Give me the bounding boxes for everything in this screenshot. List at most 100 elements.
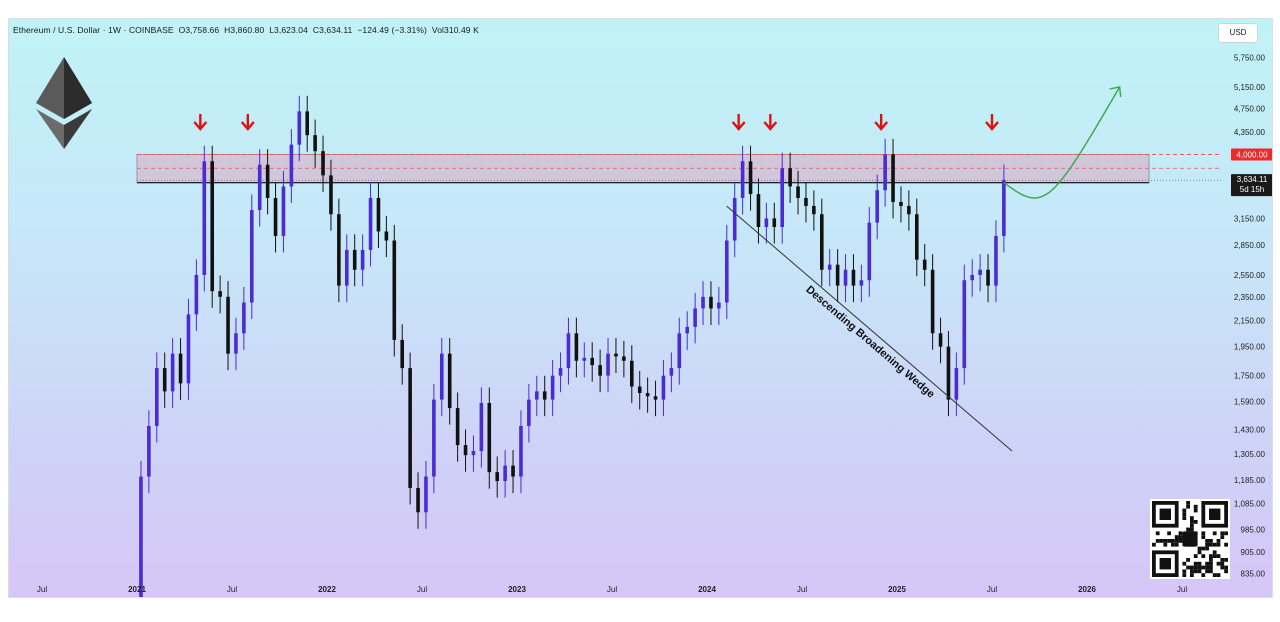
candle-body bbox=[930, 269, 935, 334]
candle-body bbox=[986, 269, 990, 286]
qr-module bbox=[1209, 554, 1213, 558]
qr-module bbox=[1205, 565, 1209, 570]
low-value: L3,623.04 bbox=[269, 25, 308, 35]
time-tick-label: Jul bbox=[987, 585, 997, 594]
candle-body bbox=[416, 487, 420, 513]
down-arrow-icon bbox=[985, 114, 999, 131]
candle-body bbox=[606, 353, 610, 376]
candle-body bbox=[772, 218, 777, 228]
change-value: −124.49 (−3.31%) bbox=[357, 25, 427, 35]
time-axis[interactable]: Jul 2021 Jul 2022 Jul 2023 Jul 2024 Jul 2025 Jul 20… bbox=[37, 585, 1187, 594]
candle-body bbox=[907, 205, 911, 215]
separator: · bbox=[102, 25, 109, 35]
symbol-name[interactable]: Ethereum / U.S. Dollar bbox=[13, 25, 101, 35]
time-tick-label: Jul bbox=[607, 585, 617, 594]
time-tick-label: Jul bbox=[417, 585, 427, 594]
qr-module bbox=[1182, 561, 1187, 566]
candle-body bbox=[1002, 180, 1006, 236]
time-tick-label: Jul bbox=[797, 585, 807, 594]
candle-body bbox=[978, 269, 982, 275]
qr-module bbox=[1182, 516, 1187, 520]
price-tick-label: 4,350.00 bbox=[1234, 128, 1266, 137]
candle-body bbox=[534, 391, 539, 400]
qr-module bbox=[1220, 531, 1225, 536]
candle-body bbox=[234, 333, 238, 354]
qr-module bbox=[1155, 539, 1160, 543]
qr-module bbox=[1201, 554, 1206, 558]
qr-module bbox=[1178, 539, 1183, 543]
candle-body bbox=[360, 249, 365, 270]
qr-module bbox=[1190, 520, 1194, 524]
candle-body bbox=[685, 326, 690, 334]
candle-body bbox=[558, 368, 563, 376]
candle-body bbox=[661, 375, 666, 400]
exchange-label: COINBASE bbox=[128, 25, 174, 35]
qr-module bbox=[1224, 565, 1228, 570]
qr-module bbox=[1209, 569, 1213, 574]
candle-body bbox=[851, 269, 856, 286]
candle-body bbox=[186, 314, 191, 384]
qr-module bbox=[1197, 561, 1202, 566]
interval-label[interactable]: 1W bbox=[108, 25, 122, 35]
candle-body bbox=[226, 296, 230, 354]
candle-body bbox=[717, 302, 721, 309]
candle-body bbox=[344, 249, 349, 286]
candle-body bbox=[297, 111, 302, 145]
arrow-head bbox=[731, 121, 746, 131]
candle-body bbox=[637, 386, 642, 393]
candle-body bbox=[899, 201, 903, 206]
qr-module bbox=[1190, 573, 1194, 577]
qr-module bbox=[1212, 542, 1217, 547]
arrow-head bbox=[193, 121, 208, 131]
candle-body bbox=[273, 197, 278, 236]
qr-module bbox=[1212, 573, 1217, 577]
candle-body bbox=[645, 392, 650, 397]
candle-body bbox=[938, 333, 943, 347]
candle-body bbox=[321, 151, 325, 176]
candle-body bbox=[368, 197, 373, 250]
candle-body bbox=[376, 197, 381, 232]
time-tick-label: Jul bbox=[1177, 585, 1187, 594]
candle-body bbox=[970, 274, 975, 281]
price-chart[interactable]: Descending Broadening Wedge 5,750.00 5,15… bbox=[9, 19, 1273, 598]
qr-module bbox=[1209, 542, 1213, 547]
candle-body bbox=[527, 399, 531, 426]
candle-body bbox=[455, 408, 460, 446]
candle-body bbox=[257, 164, 262, 211]
candle-body bbox=[400, 339, 405, 369]
candle-body bbox=[432, 399, 436, 477]
qr-module bbox=[1224, 569, 1228, 574]
candle-body bbox=[542, 391, 547, 400]
qr-module bbox=[1193, 504, 1198, 509]
level-badge: 4,000.00 bbox=[1231, 148, 1272, 161]
qr-module bbox=[1159, 539, 1164, 543]
qr-module bbox=[1201, 535, 1206, 539]
currency-selector[interactable]: USD bbox=[1218, 23, 1258, 43]
qr-module bbox=[1216, 561, 1221, 566]
qr-module bbox=[1171, 542, 1175, 547]
qr-module bbox=[1190, 516, 1194, 520]
qr-module bbox=[1193, 508, 1198, 513]
candle-body bbox=[883, 154, 887, 191]
qr-module bbox=[1167, 531, 1171, 536]
candle-body bbox=[954, 368, 959, 400]
qr-module bbox=[1190, 569, 1194, 574]
price-axis[interactable]: 5,750.00 5,150.00 4,750.00 4,350.00 3,150.00… bbox=[1234, 53, 1266, 578]
qr-module bbox=[1197, 550, 1202, 555]
candle-body bbox=[519, 425, 523, 477]
candle-body bbox=[487, 402, 492, 473]
candle-body bbox=[439, 353, 444, 400]
price-tick-label: 2,550.00 bbox=[1234, 271, 1266, 280]
qr-module bbox=[1178, 531, 1183, 536]
candle-body bbox=[835, 264, 840, 286]
high-value: H3,860.80 bbox=[224, 25, 265, 35]
candle-body bbox=[202, 161, 207, 275]
qr-module bbox=[1201, 573, 1206, 577]
qr-module bbox=[1205, 542, 1209, 547]
time-tick-label: Jul bbox=[37, 585, 47, 594]
candle-body bbox=[249, 210, 254, 303]
candle-body bbox=[922, 259, 927, 270]
candle-body bbox=[677, 333, 682, 369]
candle-body bbox=[162, 368, 167, 392]
qr-module bbox=[1220, 565, 1225, 570]
